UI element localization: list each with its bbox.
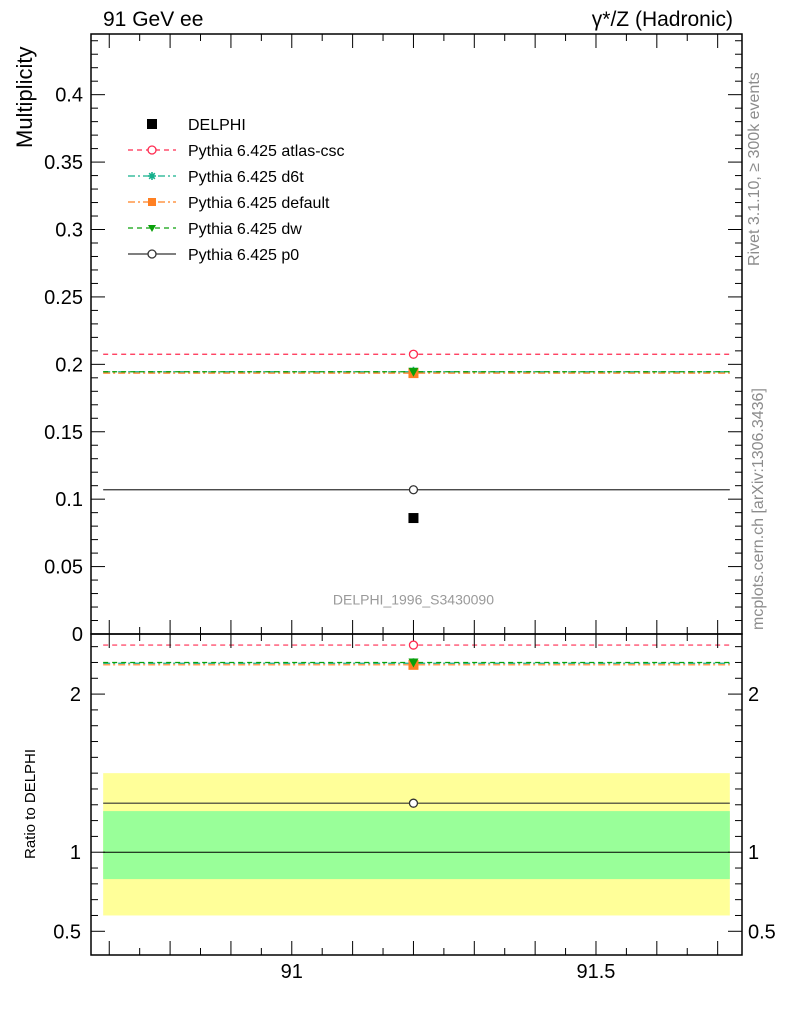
axis-ticks bbox=[91, 34, 742, 955]
legend-marker-pythia-6-425-atlas-csc bbox=[147, 145, 157, 155]
panel-frames bbox=[90, 33, 743, 956]
legend-label-pythia-6-425-default: Pythia 6.425 default bbox=[188, 195, 330, 212]
main-ytick-label: 0.35 bbox=[44, 152, 83, 174]
marker-pythia-6-425-dw bbox=[408, 367, 419, 377]
ratio-marker-pythia-6-425-dw bbox=[408, 658, 419, 668]
legend-marker-delphi bbox=[147, 119, 157, 129]
legend-marker-pythia-6-425-default bbox=[148, 198, 156, 206]
marker-pythia-6-425-atlas-csc bbox=[408, 349, 419, 359]
ratio-marker-pythia-6-425-p0 bbox=[408, 798, 419, 808]
ratio-panel-frame bbox=[90, 633, 743, 956]
legend-marker-pythia-6-425-p0 bbox=[147, 249, 157, 259]
ratio-data-points bbox=[408, 640, 419, 808]
legend-label-delphi: DELPHI bbox=[188, 117, 246, 134]
ratio-ytick-label-right: 2 bbox=[748, 684, 759, 706]
legend-label-pythia-6-425-p0: Pythia 6.425 p0 bbox=[188, 247, 299, 264]
ratio-ytick-label-right: 0.5 bbox=[748, 921, 776, 943]
marker-pythia-6-425-p0 bbox=[408, 485, 419, 495]
main-ytick-label: 0.4 bbox=[55, 85, 83, 107]
main-ytick-label: 0.2 bbox=[55, 354, 83, 376]
ratio-ytick-label-left: 0.5 bbox=[53, 921, 81, 943]
main-ytick-label: 0.05 bbox=[44, 557, 83, 579]
header-right-title: γ*/Z (Hadronic) bbox=[591, 8, 733, 31]
legend-marker-pythia-6-425-d6t bbox=[148, 172, 156, 180]
band-green bbox=[103, 811, 730, 880]
main-ytick-label: 0 bbox=[72, 624, 83, 646]
legend-marker-pythia-6-425-dw bbox=[148, 225, 156, 232]
main-ytick-label: 0.25 bbox=[44, 287, 83, 309]
main-ytick-label: 0.15 bbox=[44, 422, 83, 444]
legend-label-pythia-6-425-atlas-csc: Pythia 6.425 atlas-csc bbox=[188, 143, 345, 160]
main-data-points bbox=[408, 349, 419, 524]
ratio-ytick-label-left: 1 bbox=[70, 842, 81, 864]
legend: DELPHI Pythia 6.425 atlas-csc Pythia 6.425… bbox=[128, 117, 345, 264]
ratio-ytick-label-right: 1 bbox=[748, 842, 759, 864]
main-ytick-label: 0.1 bbox=[55, 489, 83, 511]
header-left-title: 91 GeV ee bbox=[103, 8, 204, 31]
ratio-marker-pythia-6-425-atlas-csc bbox=[408, 640, 419, 650]
ratio-bands bbox=[103, 773, 730, 916]
marker-delphi bbox=[408, 513, 419, 524]
xtick-label: 91.5 bbox=[577, 961, 616, 983]
main-ytick-label: 0.3 bbox=[55, 220, 83, 242]
legend-label-pythia-6-425-dw: Pythia 6.425 dw bbox=[188, 221, 302, 238]
xtick-label: 91 bbox=[281, 961, 303, 983]
analysis-watermark: DELPHI_1996_S3430090 bbox=[333, 591, 494, 607]
tick-labels: 0 0.05 0.1 0.15 0.2 0.25 0.3 0.35 0.4 0.5 0.5 1 1 2 2 9… bbox=[44, 85, 776, 983]
legend-label-pythia-6-425-d6t: Pythia 6.425 d6t bbox=[188, 169, 304, 186]
ratio-ytick-label-left: 2 bbox=[70, 684, 81, 706]
